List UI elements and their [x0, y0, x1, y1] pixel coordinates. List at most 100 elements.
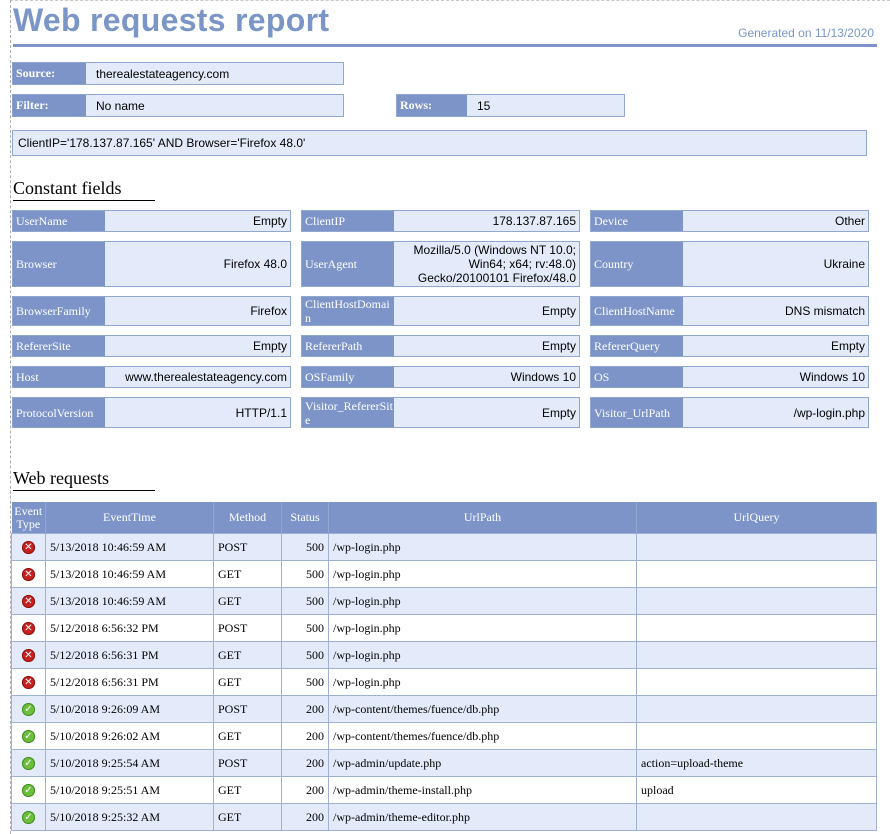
- url-path-cell: /wp-admin/theme-install.php: [328, 776, 637, 804]
- constant-field: Browser Firefox 48.0: [12, 241, 291, 287]
- event-time-cell: 5/12/2018 6:56:31 PM: [45, 668, 214, 696]
- event-time-cell: 5/13/2018 10:46:59 AM: [45, 560, 214, 588]
- error-icon: ✕: [22, 676, 35, 690]
- constant-field-name: Browser: [13, 242, 105, 286]
- event-time-cell: 5/12/2018 6:56:31 PM: [45, 641, 214, 669]
- constant-field-value: DNS mismatch: [784, 304, 865, 318]
- status-cell: 200: [281, 722, 329, 750]
- url-path-cell: /wp-login.php: [328, 587, 637, 615]
- constant-field-name: Country: [591, 242, 683, 286]
- col-event-type: Event Type: [11, 502, 46, 534]
- filter-query: ClientIP='178.137.87.165' AND Browser='F…: [12, 130, 867, 156]
- url-path-cell: /wp-login.php: [328, 641, 637, 669]
- url-query-cell: [636, 587, 877, 615]
- constant-field-name: RefererSite: [13, 336, 105, 356]
- status-cell: 200: [281, 695, 329, 723]
- constant-field: Visitor_RefererSite Empty: [301, 397, 580, 428]
- url-query-cell: [636, 560, 877, 588]
- status-cell: 200: [281, 749, 329, 777]
- event-type-cell: ✕: [11, 614, 46, 642]
- table-row: ✓ 5/10/2018 9:25:54 AM POST 200/wp-admin/up…: [11, 749, 877, 777]
- filter-value: No name: [96, 98, 145, 113]
- col-status: Status: [281, 502, 329, 534]
- method-cell: GET: [213, 668, 282, 696]
- constant-field-name: RefererQuery: [591, 336, 683, 356]
- constant-field-name: ClientHostDomain: [302, 297, 394, 325]
- constant-field-value: Firefox: [250, 304, 287, 318]
- constant-field: ClientHostDomain Empty: [301, 296, 580, 326]
- event-time-cell: 5/10/2018 9:25:54 AM: [45, 749, 214, 777]
- constant-field-value: www.therealestateagency.com: [125, 370, 287, 384]
- constant-field-value: Empty: [541, 339, 576, 353]
- error-icon: ✕: [22, 649, 35, 663]
- method-cell: POST: [213, 749, 282, 777]
- source-label: Source:: [13, 63, 86, 84]
- col-event-time: EventTime: [45, 502, 214, 534]
- success-icon: ✓: [22, 730, 35, 744]
- error-icon: ✕: [22, 541, 35, 555]
- constant-field-value: Empty: [252, 339, 287, 353]
- constant-field-name: OSFamily: [302, 367, 394, 387]
- web-requests-heading: Web requests: [13, 468, 155, 491]
- url-path-cell: /wp-login.php: [328, 668, 637, 696]
- table-row: ✓ 5/10/2018 9:25:32 AM GET 200/wp-admin/the…: [11, 803, 877, 831]
- error-icon: ✕: [22, 568, 35, 582]
- event-type-cell: ✕: [11, 668, 46, 696]
- constant-field-name: BrowserFamily: [13, 297, 105, 325]
- filter-label: Filter:: [13, 95, 86, 116]
- table-row: ✓ 5/10/2018 9:26:02 AM GET 200/wp-content/t…: [11, 722, 877, 750]
- constant-field-value: HTTP/1.1: [235, 405, 287, 420]
- constant-field-name: RefererPath: [302, 336, 394, 356]
- status-cell: 500: [281, 533, 329, 561]
- url-path-cell: /wp-admin/update.php: [328, 749, 637, 777]
- method-cell: POST: [213, 695, 282, 723]
- event-type-cell: ✕: [11, 641, 46, 669]
- url-query-cell: [636, 722, 877, 750]
- url-path-cell: /wp-login.php: [328, 560, 637, 588]
- constant-field: OSFamily Windows 10: [301, 366, 580, 388]
- table-header-row: Event Type EventTime Method Status UrlPa…: [11, 502, 877, 534]
- status-cell: 200: [281, 803, 329, 831]
- url-query-cell: [636, 533, 877, 561]
- method-cell: POST: [213, 614, 282, 642]
- rows-value: 15: [477, 98, 491, 113]
- table-row: ✕ 5/13/2018 10:46:59 AM GET 500/wp-login.ph…: [11, 560, 877, 588]
- event-time-cell: 5/12/2018 6:56:32 PM: [45, 614, 214, 642]
- event-time-cell: 5/13/2018 10:46:59 AM: [45, 533, 214, 561]
- constant-field-value: Empty: [830, 339, 865, 353]
- constant-field-value: Mozilla/5.0 (Windows NT 10.0; Win64; x64…: [413, 243, 576, 285]
- constant-field: UserName Empty: [12, 210, 291, 232]
- generated-date: Generated on 11/13/2020: [738, 26, 874, 40]
- constant-field-value: Ukraine: [823, 257, 865, 271]
- error-icon: ✕: [22, 622, 35, 636]
- constant-field-value: 178.137.87.165: [492, 214, 576, 228]
- url-path-cell: /wp-admin/theme-editor.php: [328, 803, 637, 831]
- method-cell: POST: [213, 533, 282, 561]
- constant-field: RefererSite Empty: [12, 335, 291, 357]
- method-cell: GET: [213, 560, 282, 588]
- event-type-cell: ✓: [11, 722, 46, 750]
- url-query-cell: [636, 695, 877, 723]
- col-url-path: UrlPath: [328, 502, 637, 534]
- event-type-cell: ✓: [11, 695, 46, 723]
- constant-field: BrowserFamily Firefox: [12, 296, 291, 326]
- table-row: ✓ 5/10/2018 9:25:51 AM GET 200/wp-admin/the…: [11, 776, 877, 804]
- page-top-border: [10, 0, 890, 1]
- constant-field: Device Other: [590, 210, 869, 232]
- constant-field: Host www.therealestateagency.com: [12, 366, 291, 388]
- constant-field-value: Windows 10: [799, 370, 865, 384]
- constant-field: RefererQuery Empty: [590, 335, 869, 357]
- success-icon: ✓: [22, 757, 35, 771]
- col-url-query: UrlQuery: [636, 502, 877, 534]
- constant-field: RefererPath Empty: [301, 335, 580, 357]
- event-time-cell: 5/10/2018 9:26:02 AM: [45, 722, 214, 750]
- event-time-cell: 5/10/2018 9:25:32 AM: [45, 803, 214, 831]
- url-query-cell: [636, 803, 877, 831]
- table-row: ✕ 5/12/2018 6:56:31 PM GET 500/wp-login.php: [11, 641, 877, 669]
- status-cell: 500: [281, 641, 329, 669]
- constant-field-name: OS: [591, 367, 683, 387]
- error-icon: ✕: [22, 595, 35, 609]
- constant-field: ClientHostName DNS mismatch: [590, 296, 869, 326]
- constant-field-value: Other: [834, 214, 865, 228]
- filter-field: Filter: No name: [12, 94, 344, 117]
